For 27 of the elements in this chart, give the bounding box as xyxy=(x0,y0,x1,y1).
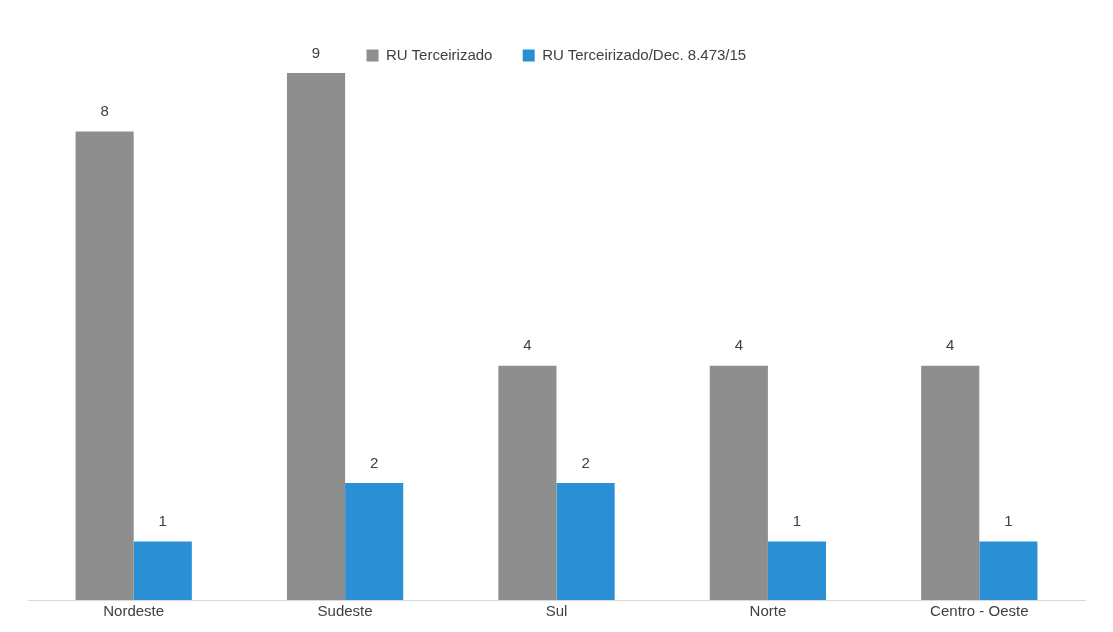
bar xyxy=(709,365,768,600)
bar xyxy=(345,482,404,600)
data-label: 1 xyxy=(158,512,167,530)
legend-label: RU Terceirizado/Dec. 8.473/15 xyxy=(542,45,747,63)
bar xyxy=(75,131,134,600)
x-tick-label: Nordeste xyxy=(103,602,165,620)
data-label: 4 xyxy=(523,336,532,354)
data-label: 1 xyxy=(1004,512,1013,530)
data-label: 9 xyxy=(311,43,321,61)
bar xyxy=(556,482,615,600)
data-label: 2 xyxy=(581,453,590,471)
x-tick-label: Sudeste xyxy=(317,602,373,620)
data-label: 4 xyxy=(734,336,743,354)
legend-label: RU Terceirizado xyxy=(386,45,493,63)
bar xyxy=(767,541,827,600)
bar xyxy=(498,365,557,600)
bar xyxy=(921,365,980,600)
data-label: 1 xyxy=(792,512,802,530)
bar xyxy=(286,73,346,600)
x-tick-label: Centro - Oeste xyxy=(930,602,1029,620)
bar xyxy=(979,541,1038,600)
data-label: 4 xyxy=(946,336,955,354)
bar xyxy=(133,541,192,600)
data-label: 2 xyxy=(370,453,379,471)
x-tick-label: Sul xyxy=(545,602,568,620)
x-tick-label: Norte xyxy=(749,602,787,620)
data-label: 8 xyxy=(100,102,109,120)
